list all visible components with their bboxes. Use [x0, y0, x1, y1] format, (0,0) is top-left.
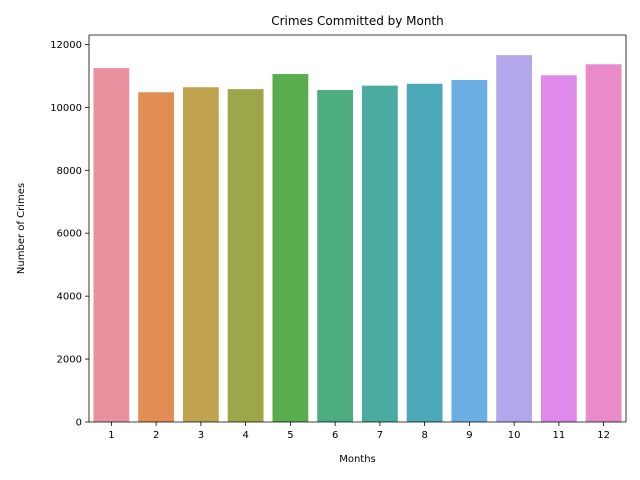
bar-1 [93, 68, 130, 422]
x-tick-label: 1 [108, 430, 114, 441]
y-tick-label: 6000 [57, 229, 82, 240]
bar-3 [182, 87, 219, 422]
bar-2 [138, 92, 175, 422]
x-tick-label: 5 [287, 430, 293, 441]
y-tick-label: 12000 [50, 40, 82, 51]
axes-group [88, 34, 627, 423]
y-tick-label: 2000 [57, 355, 82, 366]
y-axis-label: Number of Crimes [16, 183, 27, 274]
y-tick-label: 0 [76, 418, 82, 429]
x-tick-label: 8 [421, 430, 427, 441]
x-tick-label: 10 [508, 430, 521, 441]
chart-title: Crimes Committed by Month [271, 14, 444, 28]
x-tick-label: 3 [198, 430, 204, 441]
bar-7 [361, 85, 398, 422]
bar-11 [540, 75, 577, 423]
x-tick-label: 11 [553, 430, 566, 441]
bar-12 [585, 64, 622, 422]
x-tick-label: 7 [377, 430, 383, 441]
bar-8 [406, 83, 443, 422]
bar-10 [496, 55, 533, 422]
x-tick-label: 4 [242, 430, 248, 441]
x-axis-label: Months [339, 454, 376, 465]
y-tick-label: 10000 [50, 103, 82, 114]
x-tick-label: 6 [332, 430, 338, 441]
x-tick-label: 12 [597, 430, 610, 441]
x-tick-label: 9 [466, 430, 472, 441]
bar-4 [227, 89, 264, 423]
x-tick-label: 2 [153, 430, 159, 441]
bars-group [93, 55, 622, 423]
bar-9 [451, 79, 488, 423]
y-tick-label: 4000 [57, 292, 82, 303]
y-tick-label: 8000 [57, 166, 82, 177]
x-ticks-group: 1 2 3 4 5 6 7 8 9 10 11 12 [108, 422, 610, 441]
bar-5 [272, 74, 309, 422]
bar-6 [317, 90, 354, 422]
y-ticks-group: 0 2000 4000 6000 8000 10000 12000 [50, 40, 89, 429]
